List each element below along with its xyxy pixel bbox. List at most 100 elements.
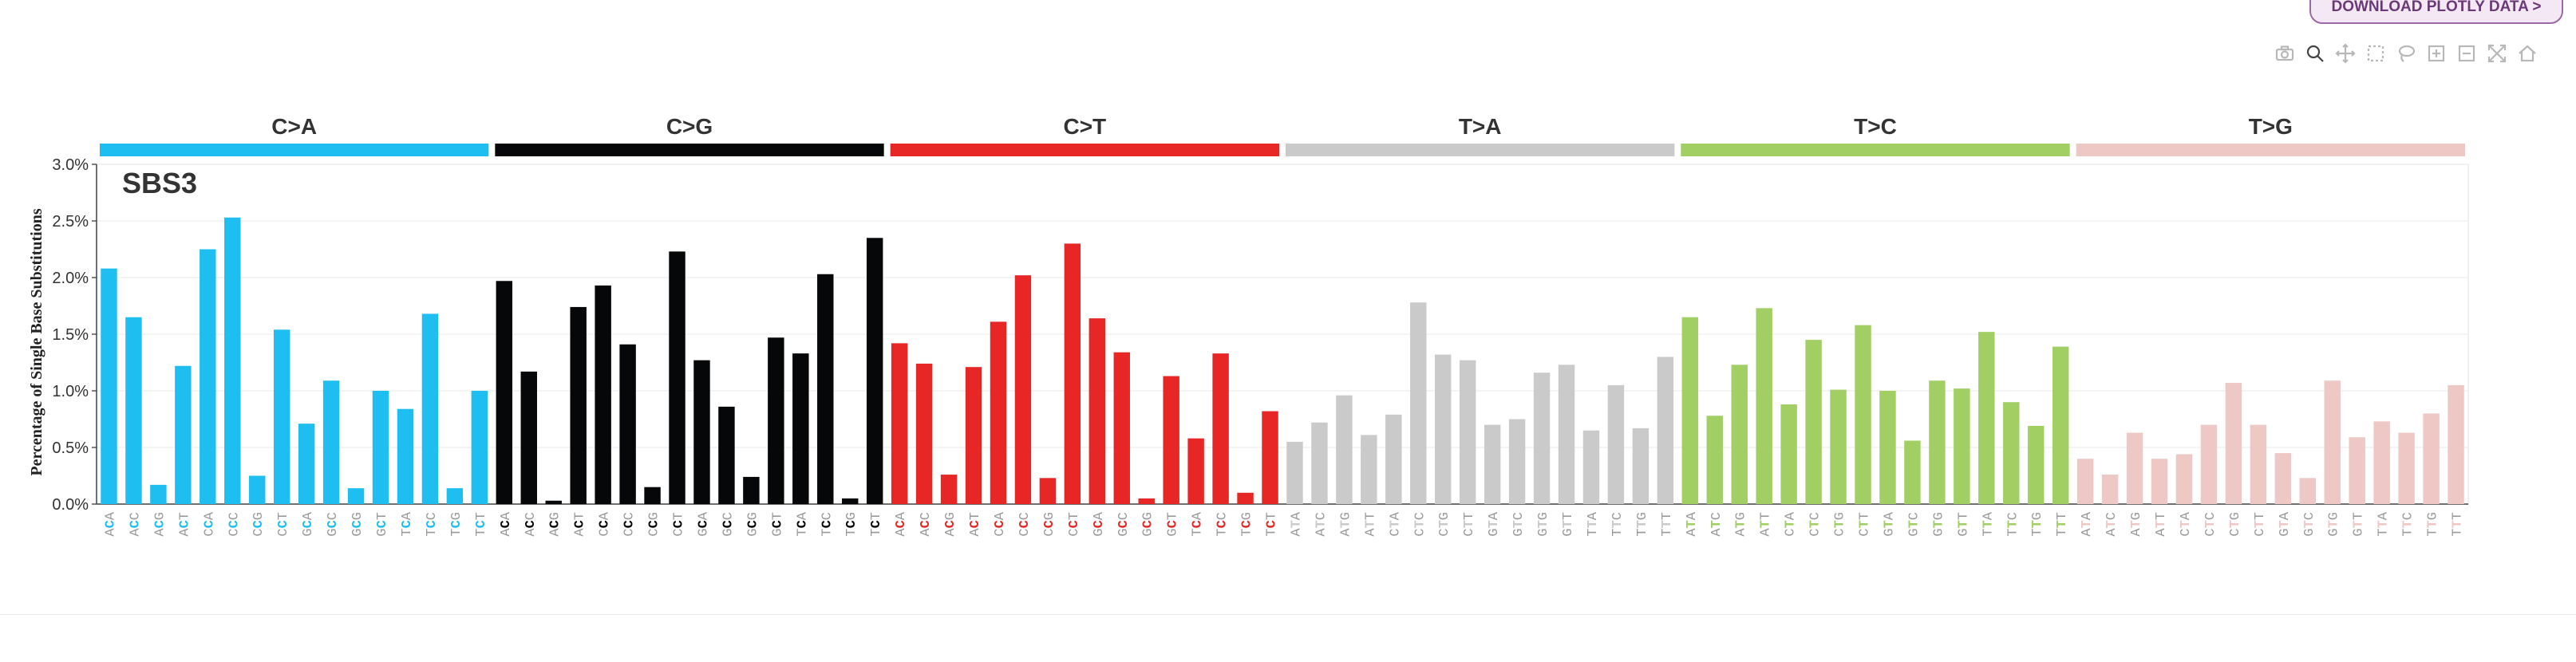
x-tick-label: TTC bbox=[2005, 512, 2021, 537]
bar-T>G-TTC bbox=[2398, 432, 2415, 504]
x-tick-label: ACT bbox=[177, 512, 192, 537]
bar-C>T-CCG bbox=[1039, 478, 1057, 504]
bar-T>A-GTT bbox=[1558, 364, 1575, 504]
x-tick-label: ATG bbox=[1734, 512, 1749, 537]
x-tick-label: GTG bbox=[2327, 512, 2342, 537]
bar-C>G-TCC bbox=[817, 274, 834, 504]
x-tick-label: TCT bbox=[1265, 512, 1280, 537]
bar-C>G-GCT bbox=[768, 337, 784, 504]
y-tick-label: 3.0% bbox=[52, 156, 89, 174]
x-tick-label: TCG bbox=[449, 512, 464, 537]
zoom-in-icon[interactable] bbox=[2424, 41, 2448, 65]
x-tick-label: TTG bbox=[2030, 512, 2045, 537]
x-tick-label: GCA bbox=[1092, 511, 1107, 536]
bar-C>T-ACA bbox=[891, 343, 908, 504]
x-tick-label: ATA bbox=[2080, 511, 2095, 536]
x-tick-label: TCC bbox=[425, 512, 440, 537]
bar-C>G-CCC bbox=[619, 344, 636, 504]
x-tick-label: TCG bbox=[844, 512, 859, 537]
bar-C>G-GCG bbox=[743, 476, 760, 504]
x-tick-label: GCT bbox=[375, 512, 390, 537]
bar-T>C-CTG bbox=[1830, 389, 1847, 504]
y-tick-label: 0.0% bbox=[52, 496, 89, 514]
bar-T>C-ATG bbox=[1731, 364, 1748, 504]
camera-icon[interactable] bbox=[2273, 41, 2297, 65]
bar-C>A-CCC bbox=[224, 217, 241, 504]
bar-C>A-CCT bbox=[273, 329, 290, 504]
bar-C>T-CCT bbox=[1064, 243, 1081, 504]
bar-C>T-ACG bbox=[940, 475, 958, 504]
group-bar-T>C bbox=[1681, 144, 2070, 156]
bar-T>C-GTT bbox=[1954, 388, 1970, 504]
x-tick-label: GTC bbox=[1511, 512, 1527, 537]
bar-T>G-ATA bbox=[2076, 459, 2094, 504]
mutational-signature-chart: 0.0% 0.5% 1.0% 1.5% 2.0% 2.5% 3.0% Percentage o… bbox=[28, 114, 2469, 537]
x-tick-label: CTG bbox=[2228, 512, 2243, 537]
bar-C>G-GCC bbox=[718, 406, 735, 504]
x-tick-label: TTT bbox=[2451, 512, 2466, 537]
bar-C>A-GCC bbox=[322, 380, 340, 504]
x-tick-label: CCC bbox=[622, 512, 638, 537]
x-tick-label: CTT bbox=[2253, 512, 2268, 537]
group-label: C>A bbox=[271, 114, 317, 139]
bar-T>C-ATT bbox=[1756, 308, 1772, 504]
y-tick-label: 0.5% bbox=[52, 439, 89, 457]
bar-T>C-CTT bbox=[1855, 325, 1871, 504]
x-tick-label: GCC bbox=[1116, 512, 1132, 537]
reset-axes-icon[interactable] bbox=[2515, 41, 2539, 65]
x-tick-label: ATC bbox=[1709, 512, 1725, 537]
x-tick-label: CCA bbox=[993, 511, 1008, 536]
bar-C>A-TCA bbox=[397, 408, 414, 504]
x-tick-label: CTA bbox=[2179, 511, 2194, 536]
x-tick-label: TCG bbox=[1240, 512, 1255, 537]
bar-T>G-GTT bbox=[2349, 437, 2365, 504]
bar-T>C-CTA bbox=[1780, 404, 1797, 504]
zoom-icon[interactable] bbox=[2303, 41, 2327, 65]
x-tick-label: CTC bbox=[1808, 512, 1823, 537]
bar-C>T-TCT bbox=[1262, 411, 1278, 504]
bar-T>A-ATC bbox=[1311, 422, 1328, 504]
bar-T>G-GTG bbox=[2324, 380, 2341, 504]
pan-icon[interactable] bbox=[2333, 41, 2357, 65]
bar-C>A-ACT bbox=[175, 365, 192, 504]
box-select-icon[interactable] bbox=[2364, 41, 2388, 65]
x-tick-label: CTT bbox=[1858, 512, 1873, 537]
bar-T>C-TTA bbox=[1978, 332, 1995, 504]
x-tick-label: GTG bbox=[1931, 512, 1946, 537]
autoscale-icon[interactable] bbox=[2485, 41, 2509, 65]
x-tick-label: TTG bbox=[1635, 512, 1650, 537]
bar-T>G-ATC bbox=[2101, 475, 2119, 504]
bar-C>A-TCC bbox=[421, 313, 439, 504]
bar-T>A-CTT bbox=[1459, 360, 1476, 504]
lasso-select-icon[interactable] bbox=[2394, 41, 2418, 65]
x-tick-label: ACC bbox=[128, 512, 143, 537]
bar-C>G-TCA bbox=[792, 353, 809, 504]
bar-C>T-TCC bbox=[1212, 353, 1229, 504]
x-tick-label: GTT bbox=[2352, 512, 2367, 537]
zoom-out-icon[interactable] bbox=[2455, 41, 2479, 65]
x-tick-label: TTG bbox=[2426, 512, 2441, 537]
x-tick-label: GTT bbox=[1561, 512, 1576, 537]
x-tick-label: ACG bbox=[943, 512, 958, 537]
bar-C>T-CCC bbox=[1014, 275, 1032, 504]
x-tick-label: ACA bbox=[103, 511, 118, 536]
bar-C>G-ACG bbox=[545, 500, 562, 504]
bar-T>A-ATG bbox=[1336, 395, 1353, 504]
x-tick-label: CCC bbox=[227, 512, 242, 537]
x-tick-label: GCT bbox=[770, 512, 785, 537]
x-tick-label: ACA bbox=[894, 511, 909, 536]
bar-T>A-ATA bbox=[1286, 441, 1303, 504]
bar-C>A-GCG bbox=[347, 488, 365, 504]
x-tick-label: ACT bbox=[968, 512, 983, 537]
group-label: T>C bbox=[1854, 114, 1897, 139]
x-tick-label: TTA bbox=[1981, 511, 1996, 536]
bar-C>G-CCA bbox=[595, 285, 611, 504]
group-bar-T>A bbox=[1286, 144, 1675, 156]
x-tick-label: TTA bbox=[1586, 511, 1601, 536]
x-tick-label: GCA bbox=[301, 511, 316, 536]
download-plotly-data-button[interactable]: DOWNLOAD PLOTLY DATA > bbox=[2309, 0, 2563, 24]
x-tick-label: TTC bbox=[2401, 512, 2416, 537]
bar-C>G-ACT bbox=[570, 306, 587, 504]
bar-C>G-ACC bbox=[520, 371, 537, 504]
bar-T>C-ATA bbox=[1681, 317, 1699, 504]
